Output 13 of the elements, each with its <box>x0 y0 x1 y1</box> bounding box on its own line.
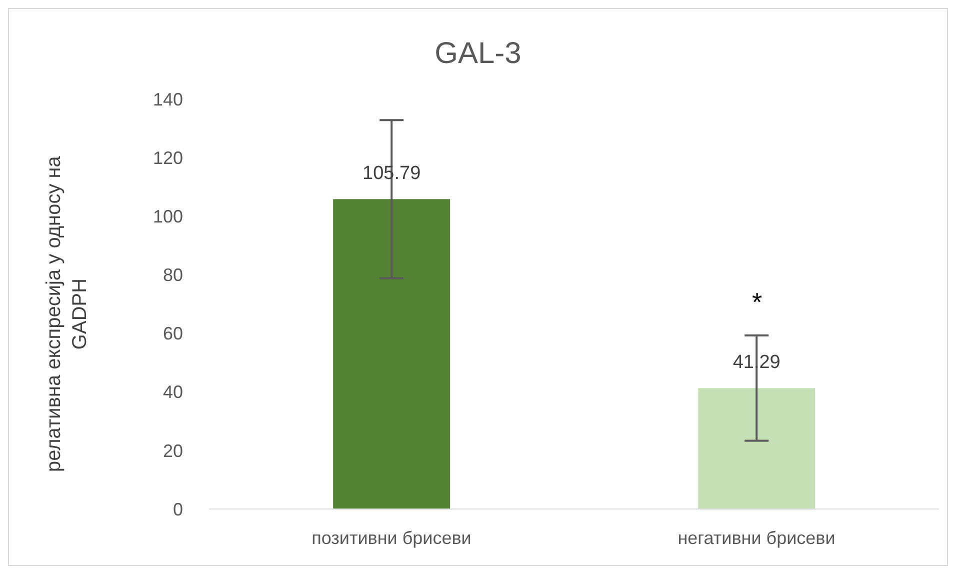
annotation: * <box>750 287 764 318</box>
y-tick-label: 80 <box>162 265 183 286</box>
chart-title: GAL-3 <box>434 37 522 71</box>
x-tick-label: негативни брисеви <box>678 528 836 548</box>
y-tick-label: 40 <box>162 382 183 402</box>
y-tick-label: 120 <box>152 148 183 168</box>
y-tick-label: 20 <box>162 440 183 461</box>
y-tick-label: 60 <box>162 324 183 344</box>
y-tick-label: 140 <box>152 89 183 110</box>
x-tick-label: позитивни брисеви <box>312 528 472 548</box>
y-tick-label: 100 <box>152 206 183 227</box>
y-axis-title: релативна експресија у односу на GADPH <box>42 155 92 474</box>
y-tick-label: 0 <box>172 499 183 520</box>
